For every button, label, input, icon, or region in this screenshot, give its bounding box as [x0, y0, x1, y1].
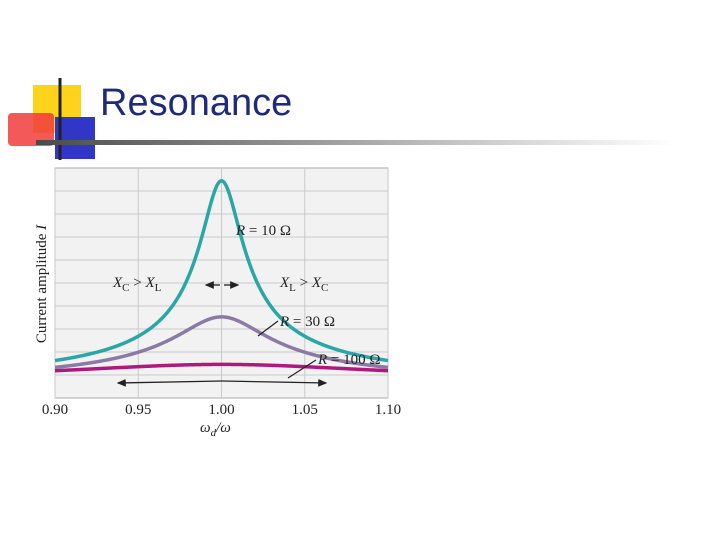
x-tick-label: 0.90	[42, 402, 68, 418]
series-line-1	[54, 315, 389, 370]
logo-graphic	[8, 78, 98, 160]
label-r10: R = 10 Ω	[235, 223, 291, 239]
leader-r100	[287, 359, 317, 379]
grid-lines	[54, 168, 389, 398]
ann2-x2: X	[311, 275, 322, 291]
label-r100: R = 100 Ω	[317, 352, 381, 368]
ann2-op: >	[296, 275, 312, 291]
resonance-chart: 0.90 0.95 1.00 1.05 1.10 ωd/ω Current amplit…	[34, 167, 401, 439]
label-r100-rest: = 100 Ω	[327, 352, 380, 368]
leader-r30	[257, 320, 279, 337]
label-r10-rest: = 10 Ω	[245, 223, 291, 239]
arrow-to-left-lower	[116, 378, 223, 387]
ann1-x2: X	[144, 275, 155, 291]
title-underline	[36, 140, 676, 145]
x-label-sub: d	[211, 427, 217, 439]
curves	[54, 179, 389, 373]
label-r30-rest: = 30 Ω	[289, 314, 335, 330]
label-r30: R = 30 Ω	[279, 314, 335, 330]
ann1-sub1: C	[122, 282, 129, 294]
ann1-op: >	[130, 275, 146, 291]
y-axis-label: Current amplitude I	[34, 224, 50, 343]
x-axis-label: ωd/ω	[200, 420, 231, 439]
ann1-x1: X	[112, 275, 123, 291]
x-label-omega: ω	[200, 420, 211, 436]
ann1-sub2: L	[155, 282, 162, 294]
label-r100-var: R	[317, 352, 327, 368]
label-r10-var: R	[235, 223, 245, 239]
x-tick-label: 1.10	[375, 402, 401, 418]
annotation-xl-gt-xc: XL > XC	[279, 275, 328, 294]
series-line-0	[54, 179, 389, 363]
y-label-var: I	[34, 224, 50, 231]
logo-blue-square	[55, 117, 95, 159]
y-label-main: Current amplitude	[34, 230, 50, 343]
ann2-sub2: C	[321, 282, 328, 294]
annotation-xc-gt-xl: XC > XL	[112, 275, 162, 294]
ann2-sub1: L	[289, 282, 296, 294]
x-label-den: /ω	[215, 420, 231, 436]
x-tick-label: 1.00	[208, 402, 234, 418]
logo-red-square	[8, 113, 54, 146]
x-tick-label: 0.95	[125, 402, 151, 418]
x-tick-label: 1.05	[292, 402, 318, 418]
x-tick-labels: 0.90 0.95 1.00 1.05 1.10	[42, 402, 401, 418]
label-r30-var: R	[279, 314, 289, 330]
slide-title: Resonance	[100, 82, 293, 124]
arrow-to-right-lower	[221, 378, 328, 387]
series-line-2	[54, 362, 389, 373]
ann2-x1: X	[279, 275, 290, 291]
